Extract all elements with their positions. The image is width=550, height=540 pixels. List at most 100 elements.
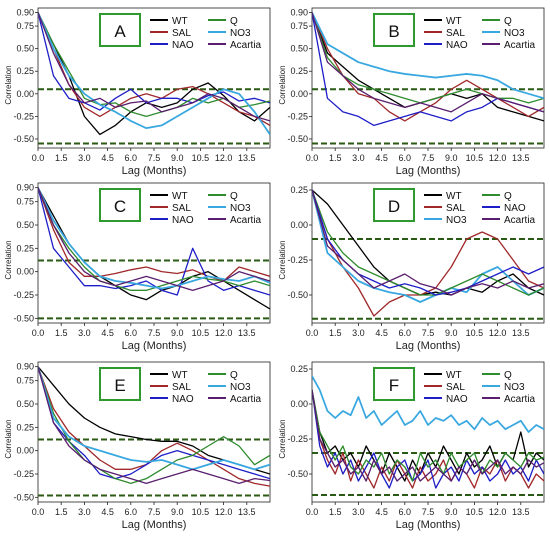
y-tick-label: 0.50 xyxy=(290,44,308,54)
series-acartia xyxy=(312,189,544,296)
series-nao xyxy=(38,187,270,296)
x-tick-label: 13.5 xyxy=(238,153,256,163)
x-tick-label: 13.5 xyxy=(238,328,256,338)
data-layer xyxy=(38,187,270,320)
legend-label: NO3 xyxy=(230,203,251,214)
x-tick-label: 10.5 xyxy=(192,507,210,517)
legend-label: SAL xyxy=(172,28,191,39)
legend-label: SAL xyxy=(172,203,191,214)
legend-label: Q xyxy=(504,191,512,202)
x-tick-label: 7.5 xyxy=(422,507,435,517)
x-axis-label: Lag (Months) xyxy=(122,519,187,531)
legend-label: NAO xyxy=(172,215,194,226)
x-tick-label: 1.5 xyxy=(329,328,342,338)
panel-label-box xyxy=(99,367,141,401)
x-tick-label: 1.5 xyxy=(55,153,68,163)
legend-label: Acartia xyxy=(504,394,536,405)
series-nao xyxy=(38,366,270,480)
y-axis-label: Correlation xyxy=(278,240,287,279)
x-tick-label: 9.0 xyxy=(171,328,184,338)
x-tick-label: 9.0 xyxy=(171,153,184,163)
y-tick-label: 0.90 xyxy=(16,362,34,372)
x-tick-label: 6.0 xyxy=(399,328,412,338)
series-no3 xyxy=(312,12,544,100)
x-axis-label: Lag (Months) xyxy=(122,340,187,352)
x-tick-label: 12.0 xyxy=(489,328,507,338)
y-tick-label: 0.50 xyxy=(16,220,34,230)
series-no3 xyxy=(38,12,270,135)
series-no3 xyxy=(312,375,544,433)
y-tick-label: 0.25 xyxy=(290,364,308,374)
y-tick-label: 0.00 xyxy=(290,399,308,409)
y-tick-label: 0.50 xyxy=(16,44,34,54)
x-tick-label: 4.5 xyxy=(375,153,388,163)
data-layer xyxy=(312,189,544,320)
legend-label: NAO xyxy=(172,40,194,51)
y-tick-label: 0.25 xyxy=(290,185,308,195)
x-axis-label: Lag (Months) xyxy=(396,519,461,531)
panel-e: 0.90 0.75 0.50 0.25 0.00 -0.25 -0.50 0.0 1.5 3.0 4… xyxy=(4,361,271,531)
y-tick-label: 0.00 xyxy=(16,89,34,99)
y-tick-label: 0.75 xyxy=(16,197,34,207)
panel-label: C xyxy=(114,197,126,216)
y-tick-label: 0.25 xyxy=(16,422,34,432)
data-layer xyxy=(38,12,270,145)
y-tick-label: 0.75 xyxy=(290,21,308,31)
y-tick-label: 0.00 xyxy=(16,446,34,456)
panel-d: 0.25 0.00 -0.25 -0.50 0.0 1.5 3.0 4.5 6.0 7.5 9.0 1… xyxy=(278,182,545,352)
legend-label: NO3 xyxy=(504,28,525,39)
x-tick-label: 13.5 xyxy=(512,507,530,517)
data-layer xyxy=(38,366,270,497)
panel-c: 0.90 0.75 0.50 0.25 0.00 -0.25 -0.50 0.0 1.5 3.0 4… xyxy=(4,182,271,352)
series-sal xyxy=(312,389,544,489)
legend-label: SAL xyxy=(446,382,465,393)
legend-label: WT xyxy=(446,370,462,381)
y-tick-label: -0.25 xyxy=(287,255,308,265)
legend-label: NAO xyxy=(446,40,468,51)
x-tick-label: 10.5 xyxy=(192,153,210,163)
panel-label: F xyxy=(389,376,399,395)
legend-label: SAL xyxy=(446,203,465,214)
x-tick-label: 7.5 xyxy=(148,153,161,163)
series-wt xyxy=(312,189,544,296)
x-tick-label: 13.5 xyxy=(238,507,256,517)
series-no3 xyxy=(38,187,270,290)
x-tick-label: 13.5 xyxy=(512,153,530,163)
legend-label: SAL xyxy=(172,382,191,393)
x-tick-label: 10.5 xyxy=(466,507,484,517)
x-tick-label: 7.5 xyxy=(422,328,435,338)
x-tick-label: 4.5 xyxy=(101,507,114,517)
series-acartia xyxy=(38,12,270,122)
legend-label: WT xyxy=(446,191,462,202)
legend-label: NO3 xyxy=(504,382,525,393)
panel-label-box xyxy=(373,367,415,401)
legend-label: Acartia xyxy=(504,215,536,226)
x-tick-label: 0.0 xyxy=(32,153,45,163)
legend-label: NAO xyxy=(504,203,526,214)
series-sal xyxy=(38,187,270,282)
x-tick-label: 12.0 xyxy=(215,507,233,517)
legend-label: NO3 xyxy=(230,28,251,39)
x-tick-label: 3.0 xyxy=(352,153,365,163)
x-axis-label: Lag (Months) xyxy=(396,340,461,352)
panel-label: D xyxy=(388,197,400,216)
panel-label-box xyxy=(373,188,415,222)
y-tick-label: 0.25 xyxy=(16,66,34,76)
x-tick-label: 7.5 xyxy=(148,507,161,517)
y-tick-label: 0.90 xyxy=(16,183,34,193)
x-axis-label: Lag (Months) xyxy=(396,165,461,177)
panel-f: 0.25 0.00 -0.25 -0.50 0.0 1.5 3.0 4.5 6.0 7.5 9.0 1… xyxy=(278,361,545,531)
x-tick-label: 12.0 xyxy=(489,507,507,517)
series-acartia xyxy=(312,389,544,482)
legend-label: Acartia xyxy=(504,40,536,51)
series-q xyxy=(312,12,544,104)
x-tick-label: 4.5 xyxy=(101,328,114,338)
legend-label: Acartia xyxy=(230,40,262,51)
x-tick-label: 3.0 xyxy=(78,507,91,517)
y-axis-label: Correlation xyxy=(4,240,13,279)
x-axis-label: Lag (Months) xyxy=(122,165,187,177)
y-tick-label: -0.50 xyxy=(13,313,34,323)
y-tick-label: 0.90 xyxy=(290,8,308,18)
series-sal xyxy=(38,12,270,126)
